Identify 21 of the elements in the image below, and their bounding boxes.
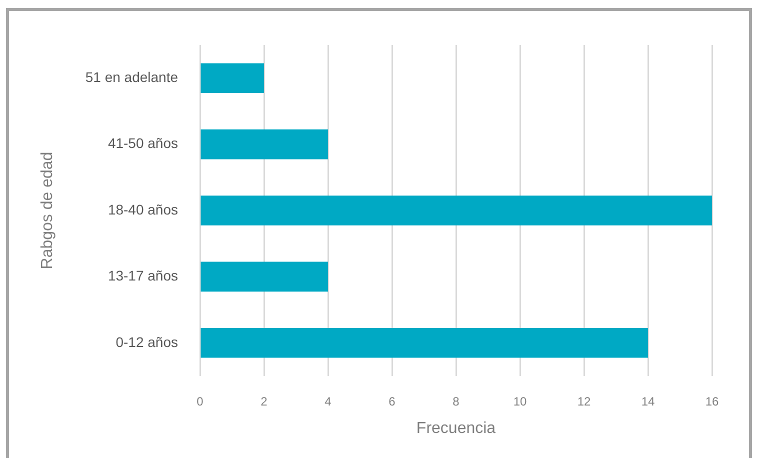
bar	[200, 196, 712, 226]
bar	[200, 63, 264, 93]
bar	[200, 328, 648, 358]
y-tick-label: 18-40 años	[108, 201, 178, 218]
bar	[200, 129, 328, 160]
x-axis-title: Frecuencia	[416, 420, 496, 437]
bar	[200, 262, 328, 292]
x-tick-label: 0	[196, 394, 204, 409]
x-tick-label: 2	[260, 394, 268, 409]
x-tick-label: 8	[452, 394, 460, 409]
x-tick-label: 16	[705, 394, 719, 409]
x-tick-label: 12	[577, 394, 591, 409]
y-tick-label: 0-12 años	[116, 334, 178, 350]
y-tick-label: 13-17 años	[108, 268, 178, 284]
x-tick-label: 4	[324, 394, 332, 409]
y-tick-label: 41-50 años	[108, 135, 178, 152]
y-tick-label: 51 en adelante	[85, 68, 178, 85]
x-tick-label: 10	[513, 394, 527, 409]
x-tick-label: 14	[641, 394, 655, 409]
y-axis-title: Rabgos de edad	[39, 152, 56, 270]
x-tick-label: 6	[388, 394, 396, 409]
